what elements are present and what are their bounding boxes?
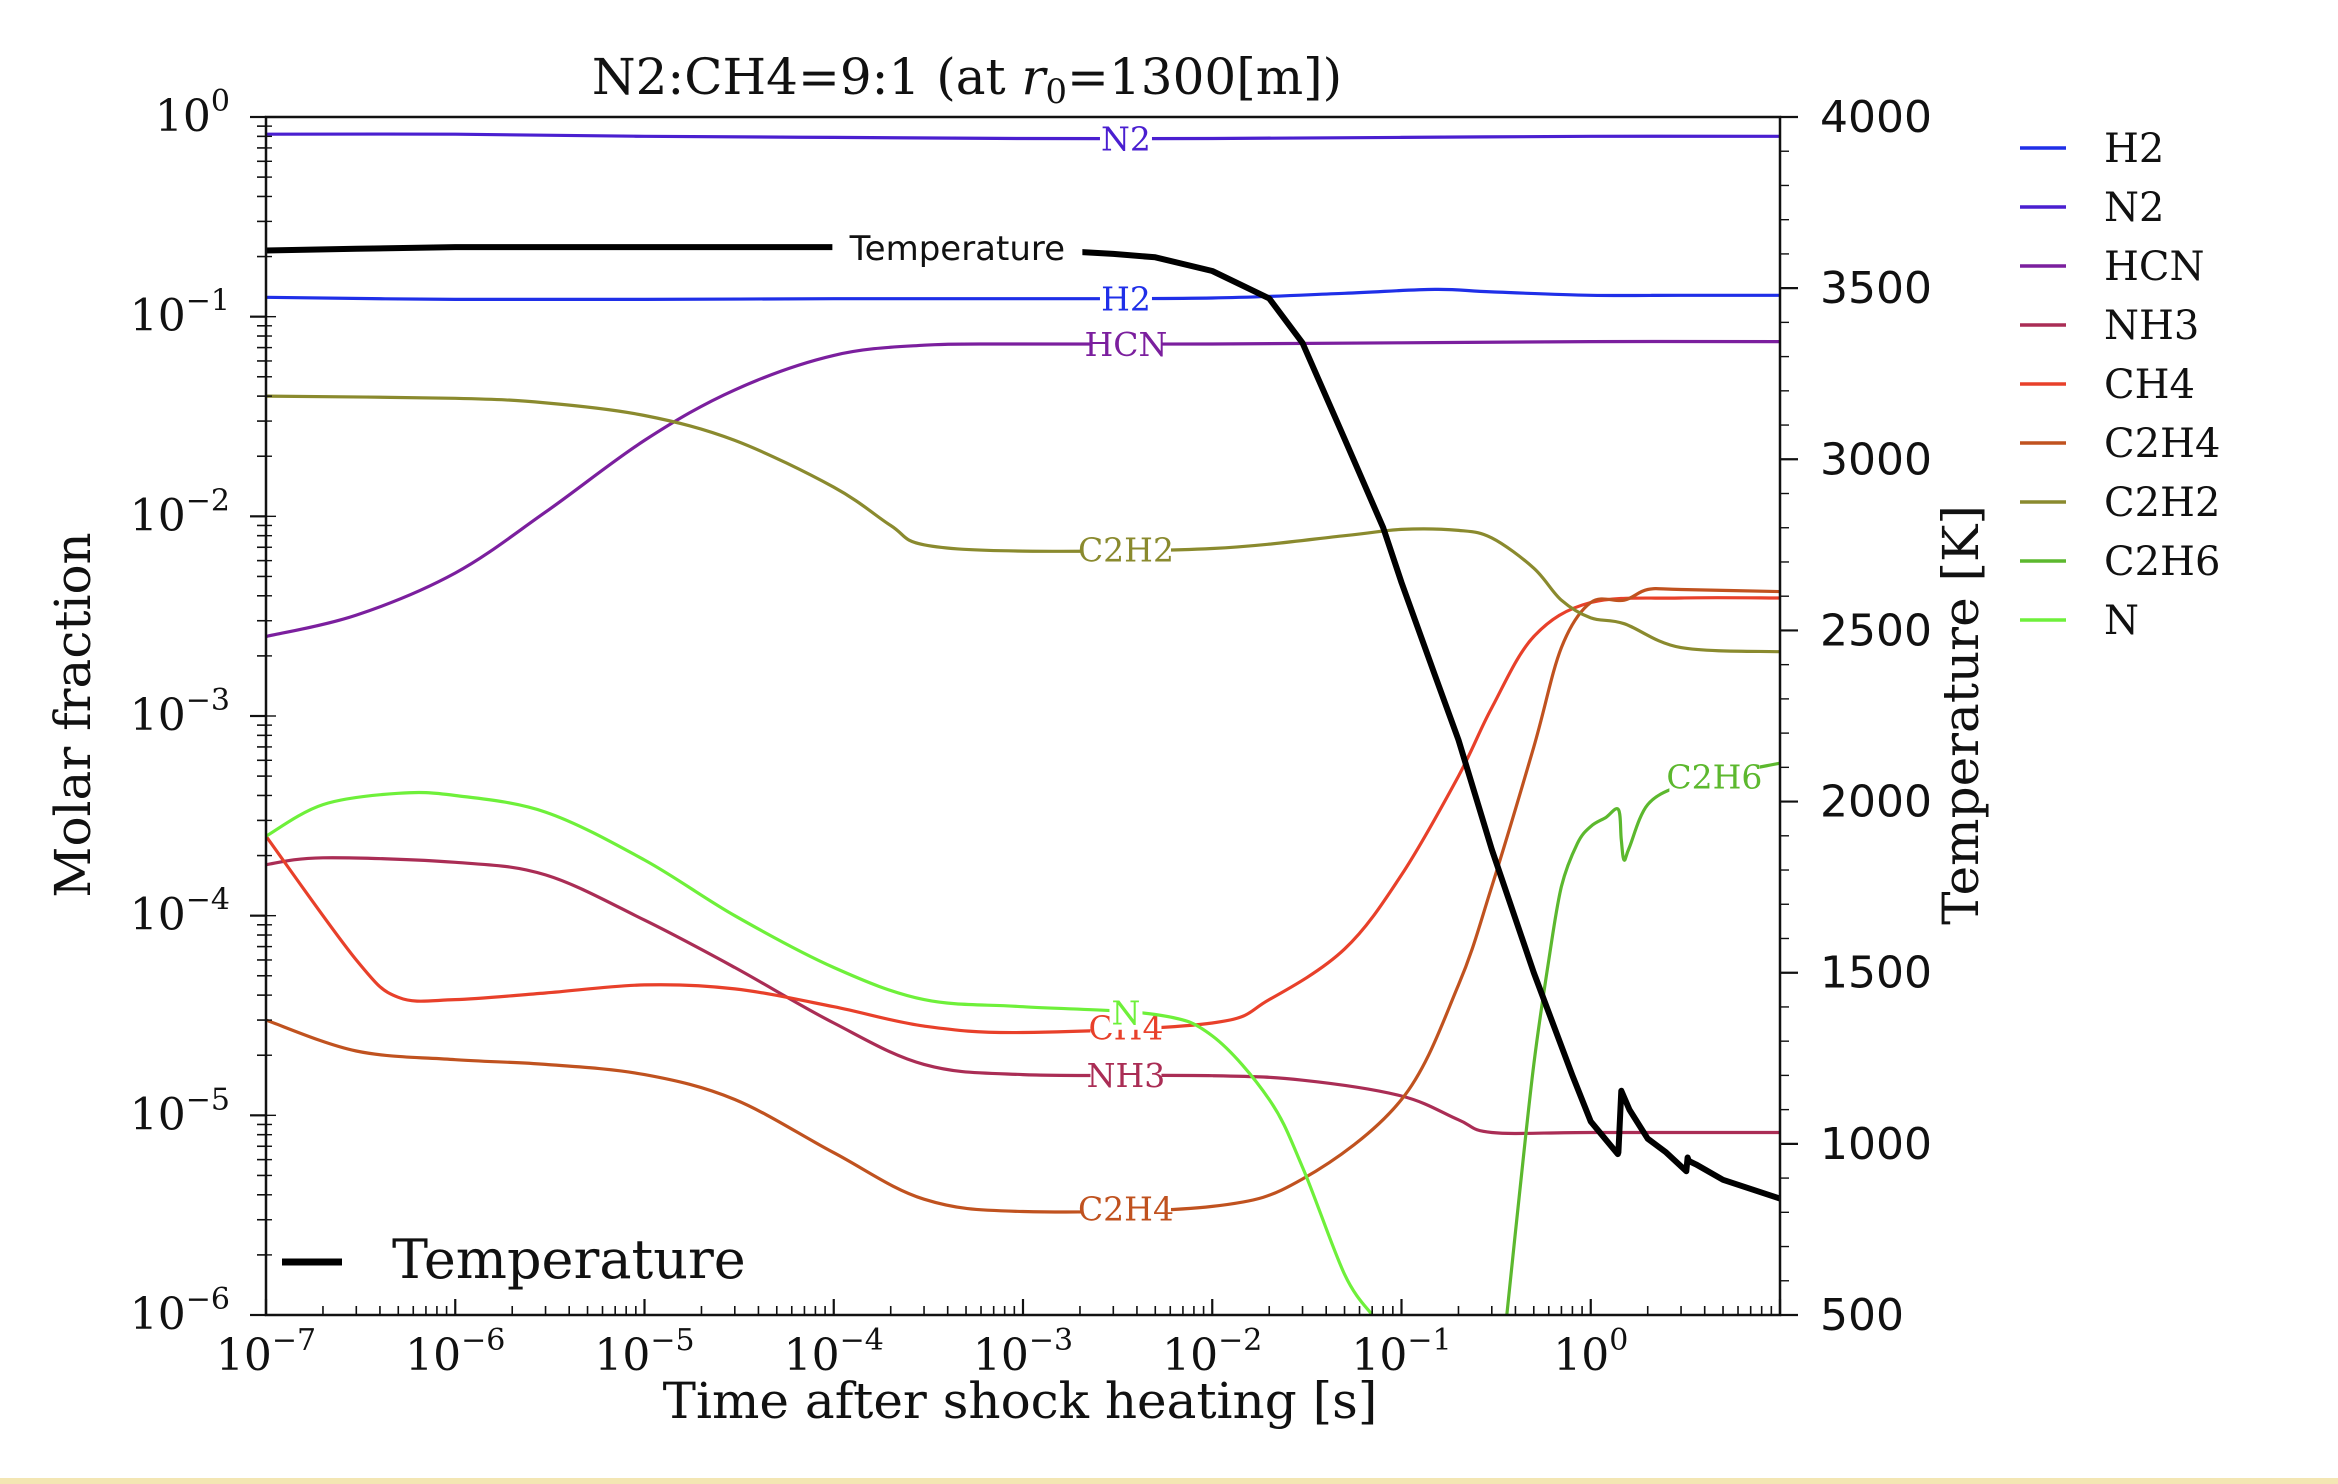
x-tick-label: 10−6 [405,1323,505,1381]
series-inline-label-bg [1090,326,1162,361]
y-tick-label: 10−3 [130,683,230,741]
series-inline-label: C2H4 [1078,1190,1174,1229]
temperature-legend: Temperature [282,1228,746,1291]
series-inline-label: C2H6 [1666,758,1762,797]
series-inline-label-bg [1669,759,1760,794]
series-line-c2h4 [266,587,1780,1214]
series-inline-label: NH3 [1087,1056,1166,1095]
y2-tick-label: 1000 [1820,1119,1932,1170]
series-inline-label: N2 [1101,120,1151,159]
y2-tick-label: 2000 [1820,777,1932,828]
legend-label-h2: H2 [2104,126,2164,172]
series-inline-label-bg [1090,1058,1162,1093]
legend: H2 N2 HCN NH3 CH4 C2H4 C2H2 C2H6 N [2020,126,2220,644]
temperature-legend-label: Temperature [392,1228,746,1291]
series-inline-label-bg [1080,532,1171,567]
x-tick-label: 100 [1553,1323,1628,1381]
y-tick-label: 10−1 [130,284,230,342]
legend-label-c2h4: C2H4 [2104,421,2220,467]
x-tick-label: 10−4 [784,1323,884,1381]
series-line-hcn [266,339,1780,639]
x-tick-label: 10−3 [973,1323,1073,1381]
series-inline-label-bg [1080,1191,1171,1226]
series-line-n2 [266,132,1780,141]
y2-tick-label: 2500 [1820,605,1932,656]
y-tick-label: 10−5 [130,1082,230,1140]
x-tick-label: 10−2 [1162,1323,1262,1381]
temperature-inline-label: Temperature [849,229,1065,269]
y2-tick-label: 1500 [1820,948,1932,999]
series-inline-label: HCN [1085,325,1168,364]
legend-label-n: N [2104,598,2139,644]
series-inline-label-bg [1099,281,1152,316]
x-tick-label: 10−1 [1351,1323,1451,1381]
y2-tick-label: 500 [1820,1290,1904,1341]
chart-title: N2:CH4=9:1 (at r0=1300[m]) [592,48,1342,112]
y-tick-label: 10−4 [130,883,230,941]
y2-tick-label: 3500 [1820,263,1932,314]
series-inline-label: N [1112,994,1141,1033]
series-inline-label: C2H2 [1078,531,1174,570]
y-tick-label: 100 [155,84,230,142]
y-axis-label: Molar fraction [44,532,102,898]
series-line-h2 [266,287,1780,302]
y2-tick-label: 4000 [1820,92,1932,143]
y2-axis-label: Temperature [K] [1932,505,1990,925]
legend-label-n2: N2 [2104,185,2164,231]
series-line-n [266,790,1374,1315]
y-tick-label: 10−2 [130,483,230,541]
series-line-c2h6 [1505,761,1780,1315]
x-axis-label: Time after shock heating [s] [663,1372,1378,1430]
axes-layer: 10−7 10−6 10−5 10−4 10−3 10−2 10−1 10010010−110… [130,84,1932,1381]
series-line-c2h2 [266,394,1780,654]
series-inline-label-bg [1099,121,1152,156]
series-line-nh3 [266,856,1780,1136]
legend-label-hcn: HCN [2104,244,2205,290]
legend-label-c2h6: C2H6 [2104,539,2220,585]
temperature-inline-label-bg [832,228,1083,269]
bottom-band [0,1478,2338,1484]
y2-tick-label: 3000 [1820,434,1932,485]
legend-label-nh3: NH3 [2104,303,2199,349]
x-tick-label: 10−7 [216,1323,316,1381]
x-tick-label: 10−5 [594,1323,694,1381]
y-tick-label: 10−6 [130,1282,230,1340]
series-inline-label-bg [1109,995,1143,1030]
legend-label-ch4: CH4 [2104,362,2195,408]
legend-label-c2h2: C2H2 [2104,480,2220,526]
series-inline-label: H2 [1101,279,1151,318]
